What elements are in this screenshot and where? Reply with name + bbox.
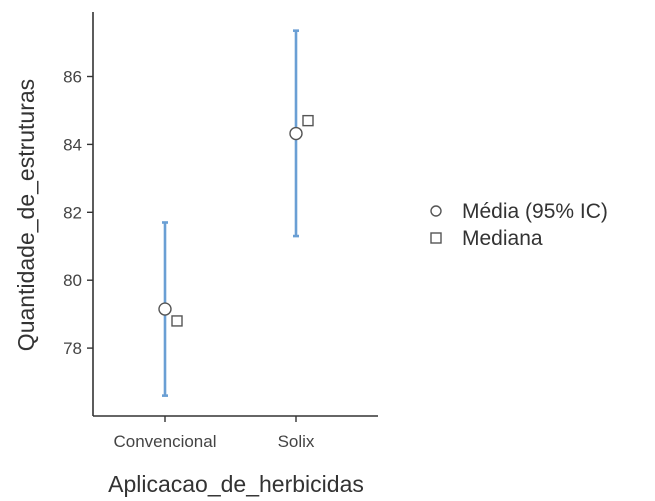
y-tick-label: 78 bbox=[63, 339, 82, 358]
median-point bbox=[171, 315, 183, 327]
legend-square-icon bbox=[430, 232, 442, 244]
legend-circle-icon bbox=[430, 205, 442, 217]
y-axis-ticks: 78 80 82 84 86 bbox=[63, 68, 93, 358]
y-tick-label: 82 bbox=[63, 203, 82, 222]
y-tick-label: 86 bbox=[63, 68, 82, 87]
x-tick-label: Solix bbox=[278, 432, 315, 451]
y-axis-title: Quantidade_de_estruturas bbox=[13, 79, 39, 351]
mean-point bbox=[158, 302, 172, 316]
x-tick-label: Convencional bbox=[113, 432, 216, 451]
y-tick-label: 80 bbox=[63, 271, 82, 290]
y-tick-label: 84 bbox=[63, 135, 82, 154]
x-axis-ticks: Convencional Solix bbox=[113, 416, 315, 451]
x-axis-title: Aplicacao_de_herbicidas bbox=[108, 471, 364, 497]
chart-marks bbox=[158, 29, 314, 397]
mean-point bbox=[289, 126, 303, 141]
legend: Média (95% IC) Mediana bbox=[430, 200, 608, 250]
median-point bbox=[302, 114, 314, 127]
legend-label: Média (95% IC) bbox=[462, 200, 608, 223]
legend-label: Mediana bbox=[462, 227, 543, 250]
